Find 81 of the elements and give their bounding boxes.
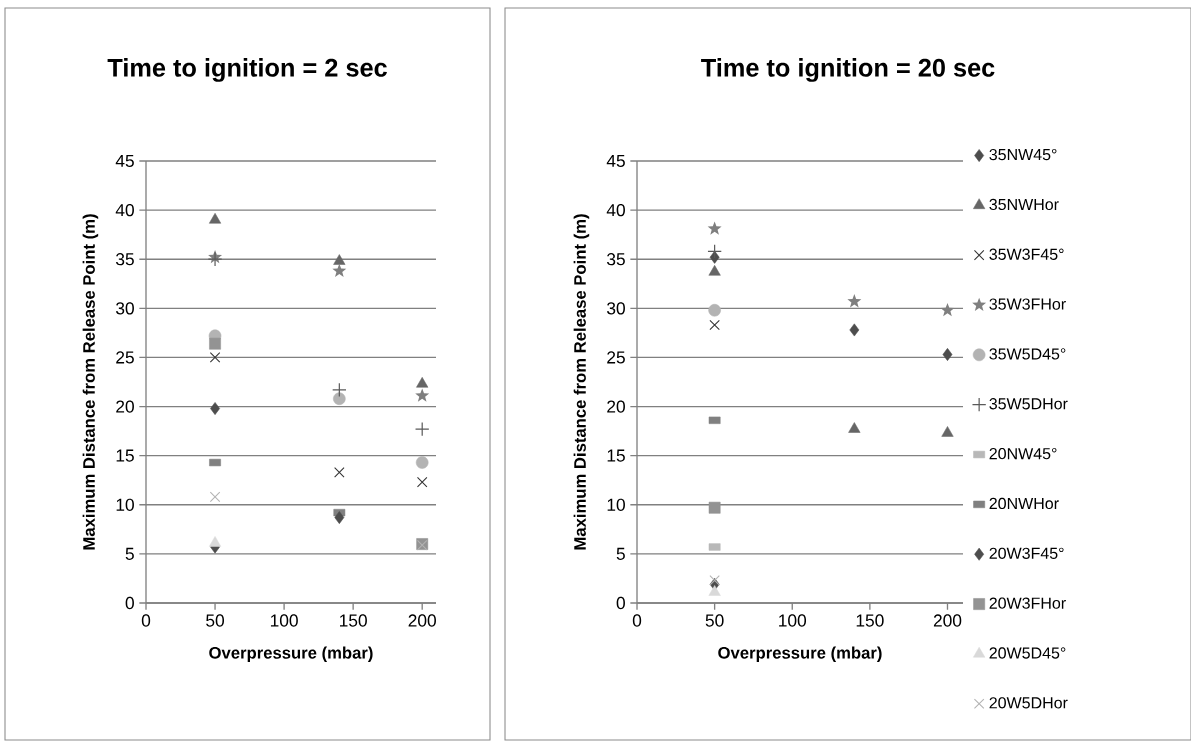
y-tick-label: 40	[115, 203, 134, 217]
legend-label: 20NWHor	[989, 497, 1059, 510]
x-axis-title: Overpressure (mbar)	[209, 646, 373, 662]
x-tick-label: 100	[779, 614, 807, 627]
point	[209, 337, 221, 350]
y-tick-label: 40	[606, 203, 625, 217]
legend-label: 20W3F45°	[989, 547, 1064, 559]
point	[414, 421, 430, 437]
point	[333, 392, 346, 405]
y-tick-label: 45	[115, 154, 134, 168]
legend-label: 35NWHor	[989, 198, 1059, 211]
x-tick-label: 200	[408, 614, 436, 627]
x-tick-label: 100	[270, 614, 298, 627]
point	[210, 402, 220, 415]
y-tick-label: 20	[116, 400, 134, 413]
y-tick-label: 45	[606, 154, 625, 168]
point	[708, 501, 721, 514]
point	[708, 265, 721, 276]
point	[940, 302, 955, 317]
y-tick-label: 0	[616, 596, 625, 610]
y-axis-title: Maximum Distance from Release Point (m)	[573, 214, 590, 550]
legend-label: 20W3FHor	[989, 597, 1066, 609]
y-axis-title: Maximum Distance from Release Point (m)	[82, 214, 99, 550]
y-tick-label: 30	[116, 302, 134, 315]
legend-label: 35NW45°	[989, 148, 1057, 161]
point	[707, 244, 722, 259]
x-tick-label: 200	[933, 614, 962, 627]
point	[416, 377, 429, 388]
point	[709, 250, 720, 264]
y-tick-label: 5	[125, 547, 134, 560]
point	[707, 221, 722, 235]
x-tick-label: 0	[632, 614, 642, 627]
y-tick-label: 0	[125, 596, 134, 610]
chart-title: Time to ignition = 2 sec	[107, 58, 387, 82]
y-tick-label: 35	[607, 253, 625, 266]
legend-label: 35W5D45°	[989, 348, 1066, 360]
x-tick-label: 150	[340, 614, 367, 627]
x-tick-label: 50	[206, 614, 225, 627]
point	[415, 388, 430, 402]
x-tick-label: 50	[705, 614, 724, 627]
point	[709, 575, 720, 586]
point	[941, 426, 954, 437]
point	[334, 511, 345, 524]
point	[209, 212, 222, 224]
legend-label: 20W5DHor	[989, 697, 1068, 709]
point	[334, 467, 345, 478]
y-tick-label: 35	[116, 253, 134, 266]
x-axis-title: Overpressure (mbar)	[718, 646, 882, 662]
legend-label: 20NW45°	[989, 447, 1057, 460]
point	[416, 476, 428, 488]
y-tick-label: 15	[116, 449, 134, 462]
point	[332, 263, 347, 277]
point	[332, 382, 347, 398]
point	[849, 323, 860, 337]
y-tick-label: 5	[616, 547, 625, 560]
point	[415, 456, 429, 469]
y-tick-label: 20	[607, 400, 625, 413]
point	[209, 536, 222, 547]
x-tick-label: 150	[856, 614, 884, 627]
point	[333, 254, 346, 265]
chart-title: Time to ignition = 20 sec	[701, 58, 995, 82]
legend-label: 20W5D45°	[989, 647, 1066, 659]
point	[847, 294, 862, 308]
point	[708, 304, 721, 317]
point	[708, 585, 721, 596]
y-tick-label: 25	[116, 351, 134, 364]
legend-label: 35W5DHor	[989, 398, 1068, 410]
point	[209, 352, 221, 363]
legend-label: 35W3F45°	[989, 248, 1064, 260]
point	[942, 348, 953, 361]
point	[209, 491, 221, 503]
y-tick-label: 10	[116, 498, 134, 511]
point	[848, 422, 861, 433]
y-tick-label: 10	[607, 498, 625, 511]
point	[209, 458, 221, 467]
x-tick-label: 0	[141, 614, 151, 627]
y-tick-label: 25	[607, 351, 625, 364]
legend-label: 35W3FHor	[989, 298, 1066, 310]
y-tick-label: 15	[607, 449, 625, 462]
y-tick-label: 30	[607, 302, 625, 315]
point	[709, 319, 720, 331]
